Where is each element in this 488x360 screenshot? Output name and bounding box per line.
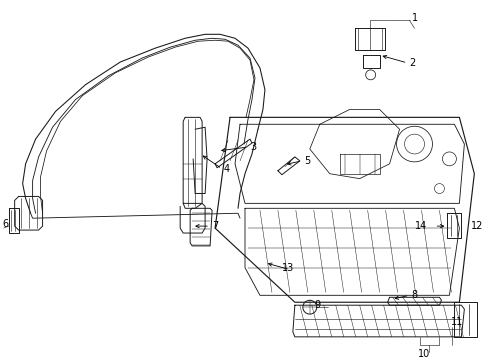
Text: 10: 10 (418, 348, 430, 359)
Text: 11: 11 (450, 317, 463, 327)
Text: 14: 14 (414, 221, 426, 231)
Text: 3: 3 (249, 142, 256, 152)
Text: 1: 1 (411, 13, 417, 23)
Text: 4: 4 (224, 164, 230, 174)
Text: 5: 5 (303, 156, 309, 166)
Text: 13: 13 (281, 263, 294, 273)
Text: 12: 12 (470, 221, 483, 231)
Text: 8: 8 (411, 290, 417, 300)
Text: 2: 2 (408, 58, 415, 68)
Text: 6: 6 (2, 219, 9, 229)
Text: 9: 9 (314, 300, 320, 310)
Text: 7: 7 (212, 221, 218, 231)
